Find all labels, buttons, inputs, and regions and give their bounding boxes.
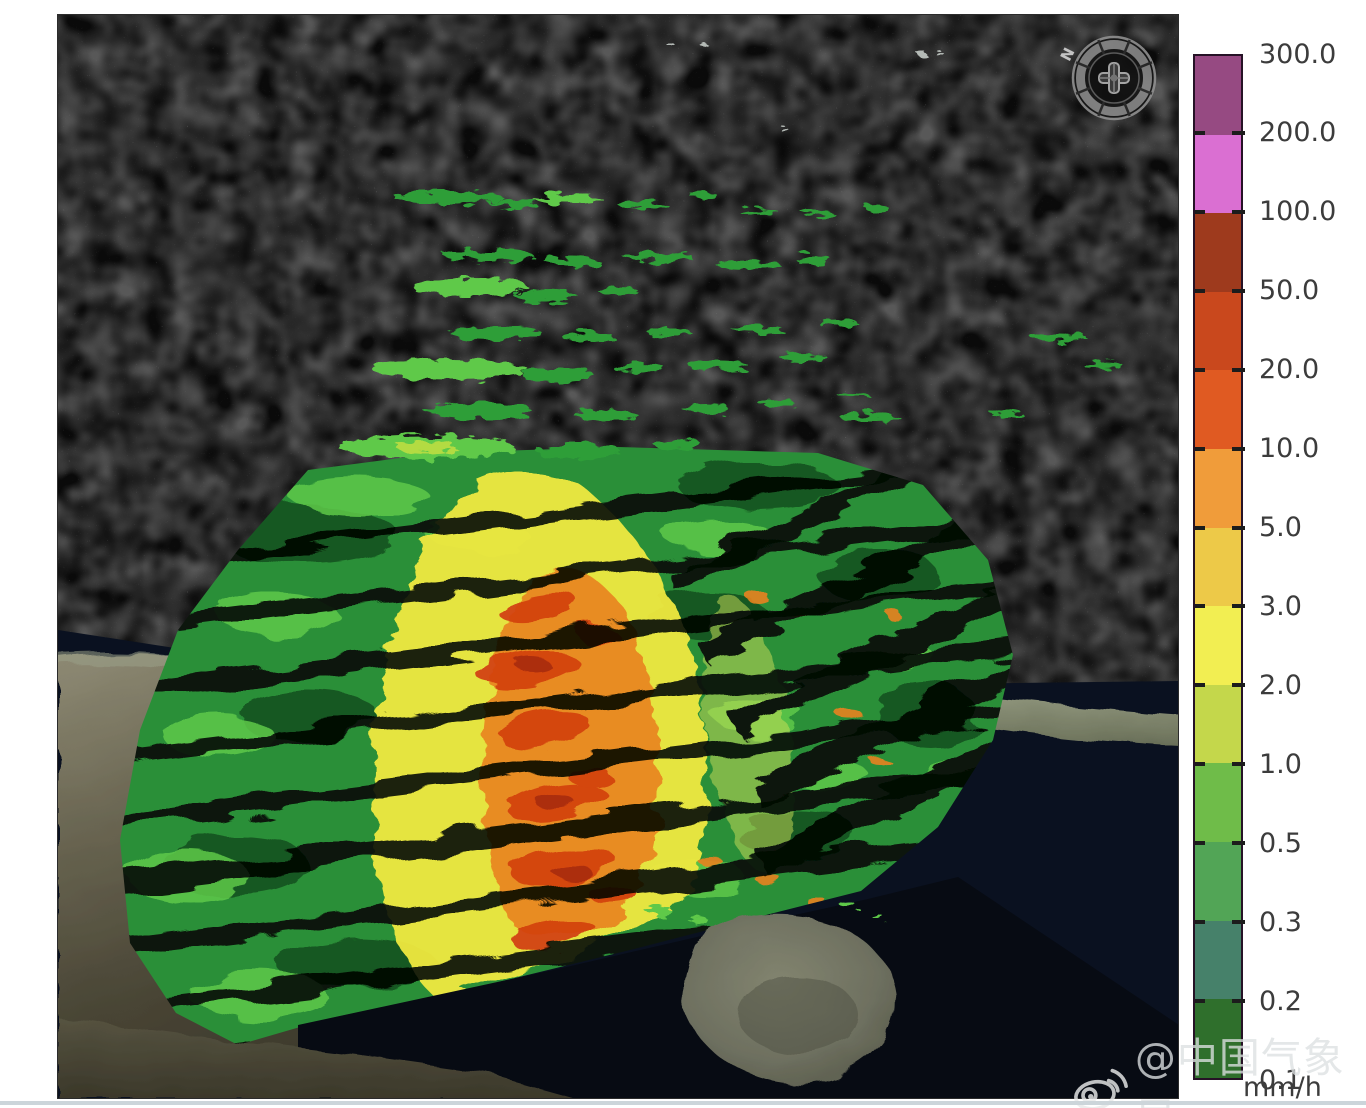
colorbar-tick [1232, 762, 1245, 767]
colorbar-segment [1195, 291, 1241, 371]
colorbar-gradient [1193, 54, 1243, 1080]
colorbar-tick-label: 0.1 [1259, 1064, 1302, 1096]
colorbar-tick [1232, 683, 1245, 688]
foreground-land [58, 1017, 578, 1098]
colorbar-tick [1195, 446, 1205, 451]
colorbar-tick [1195, 209, 1205, 214]
colorbar-segment [1195, 763, 1241, 843]
island-rain-specks [644, 902, 884, 923]
colorbar-segment [1195, 999, 1241, 1078]
colorbar-tick [1232, 525, 1245, 530]
colorbar: 300.0 200.0 100.0 50.0 20.0 10.0 5.0 3.0 2.0 1.0 0… [1193, 39, 1366, 1096]
colorbar-tick-label: 100.0 [1259, 196, 1337, 228]
right-edge-gaps [668, 447, 1013, 877]
colorbar-tick-label: 2.0 [1259, 669, 1302, 701]
colorbar-segment [1195, 606, 1241, 685]
colorbar-tick [1195, 920, 1205, 925]
radar-scene: N [58, 15, 1178, 1098]
colorbar-tick [1195, 604, 1205, 609]
colorbar-tick [1232, 288, 1245, 293]
colorbar-tick [1232, 209, 1245, 214]
compass-icon: N [1057, 35, 1157, 121]
bottom-edge-strip [0, 1101, 1366, 1105]
colorbar-tick-label: 50.0 [1259, 275, 1320, 307]
compass-center-glyph [1098, 62, 1130, 94]
colorbar-segment [1195, 842, 1241, 921]
colorbar-tick-label: 20.0 [1259, 354, 1320, 386]
colorbar-tick [1232, 367, 1245, 372]
colorbar-tick-label: 300.0 [1259, 38, 1337, 70]
upper-echo-rows [338, 41, 1123, 459]
colorbar-tick-label: 0.3 [1259, 906, 1302, 938]
colorbar-segment [1195, 370, 1241, 450]
colorbar-tick-label: 0.2 [1259, 985, 1302, 1017]
colorbar-tick-label: 3.0 [1259, 590, 1302, 622]
colorbar-tick [1232, 130, 1245, 135]
colorbar-tick [1232, 841, 1245, 846]
radar-3d-view: N [57, 14, 1179, 1099]
colorbar-tick [1232, 920, 1245, 925]
faint-star-dots [665, 41, 943, 131]
colorbar-tick [1195, 999, 1205, 1004]
colorbar-tick [1195, 762, 1205, 767]
colorbar-segment [1195, 449, 1241, 528]
colorbar-tick-label: 1.0 [1259, 748, 1302, 780]
colorbar-tick-label: 10.0 [1259, 433, 1320, 465]
rain-deep-red-cells [515, 659, 593, 880]
colorbar-segment [1195, 527, 1241, 607]
colorbar-tick [1195, 525, 1205, 530]
colorbar-segment [1195, 213, 1241, 292]
colorbar-tick [1195, 367, 1205, 372]
colorbar-tick-label: 0.5 [1259, 827, 1302, 859]
colorbar-segment [1195, 134, 1241, 214]
colorbar-tick [1195, 841, 1205, 846]
colorbar-tick-label: 200.0 [1259, 117, 1337, 149]
colorbar-unit-label: mm/h [1243, 1072, 1322, 1103]
colorbar-segment [1195, 684, 1241, 764]
precipitation-swath [120, 447, 1013, 1045]
colorbar-segment [1195, 56, 1241, 135]
colorbar-tick [1232, 604, 1245, 609]
colorbar-tick [1195, 130, 1205, 135]
colorbar-tick [1232, 446, 1245, 451]
colorbar-segment [1195, 920, 1241, 1000]
colorbar-tick [1232, 999, 1245, 1004]
island-shading [738, 977, 858, 1053]
colorbar-tick-label: 5.0 [1259, 512, 1302, 544]
colorbar-tick [1195, 683, 1205, 688]
colorbar-tick [1195, 288, 1205, 293]
